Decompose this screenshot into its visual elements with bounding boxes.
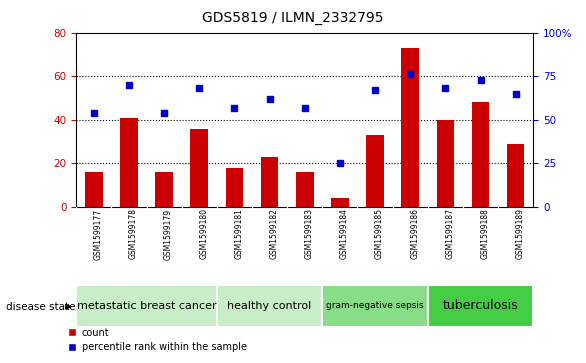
Text: gram-negative sepsis: gram-negative sepsis — [326, 301, 424, 310]
Text: GSM1599185: GSM1599185 — [375, 208, 384, 260]
Text: GSM1599183: GSM1599183 — [305, 208, 314, 260]
Bar — [76, 285, 217, 327]
Bar — [331, 198, 349, 207]
Bar — [261, 157, 278, 207]
Bar — [85, 172, 103, 207]
Bar — [507, 144, 524, 207]
Text: GSM1599189: GSM1599189 — [516, 208, 524, 260]
Bar — [472, 102, 489, 207]
Text: GSM1599181: GSM1599181 — [234, 208, 243, 259]
Bar — [120, 118, 138, 207]
Text: healthy control: healthy control — [227, 301, 312, 311]
Bar — [428, 285, 533, 327]
Text: GSM1599187: GSM1599187 — [445, 208, 454, 260]
Bar — [401, 48, 419, 207]
Bar — [366, 135, 384, 207]
Legend: count, percentile rank within the sample: count, percentile rank within the sample — [63, 324, 251, 356]
Text: GSM1599178: GSM1599178 — [129, 208, 138, 260]
Text: GSM1599188: GSM1599188 — [481, 208, 489, 259]
Text: GSM1599186: GSM1599186 — [410, 208, 419, 260]
Text: GSM1599180: GSM1599180 — [199, 208, 208, 260]
Text: GSM1599184: GSM1599184 — [340, 208, 349, 260]
Bar — [190, 129, 208, 207]
Bar — [217, 285, 322, 327]
Bar — [155, 172, 173, 207]
Text: GSM1599177: GSM1599177 — [94, 208, 103, 260]
Bar — [226, 168, 243, 207]
Bar — [296, 172, 314, 207]
Bar — [322, 285, 428, 327]
Text: tuberculosis: tuberculosis — [442, 299, 519, 312]
Text: disease state: disease state — [6, 302, 76, 312]
Text: GDS5819 / ILMN_2332795: GDS5819 / ILMN_2332795 — [202, 11, 384, 25]
Text: GSM1599182: GSM1599182 — [270, 208, 278, 259]
Bar — [437, 120, 454, 207]
Text: metastatic breast cancer: metastatic breast cancer — [77, 301, 216, 311]
Text: GSM1599179: GSM1599179 — [164, 208, 173, 260]
